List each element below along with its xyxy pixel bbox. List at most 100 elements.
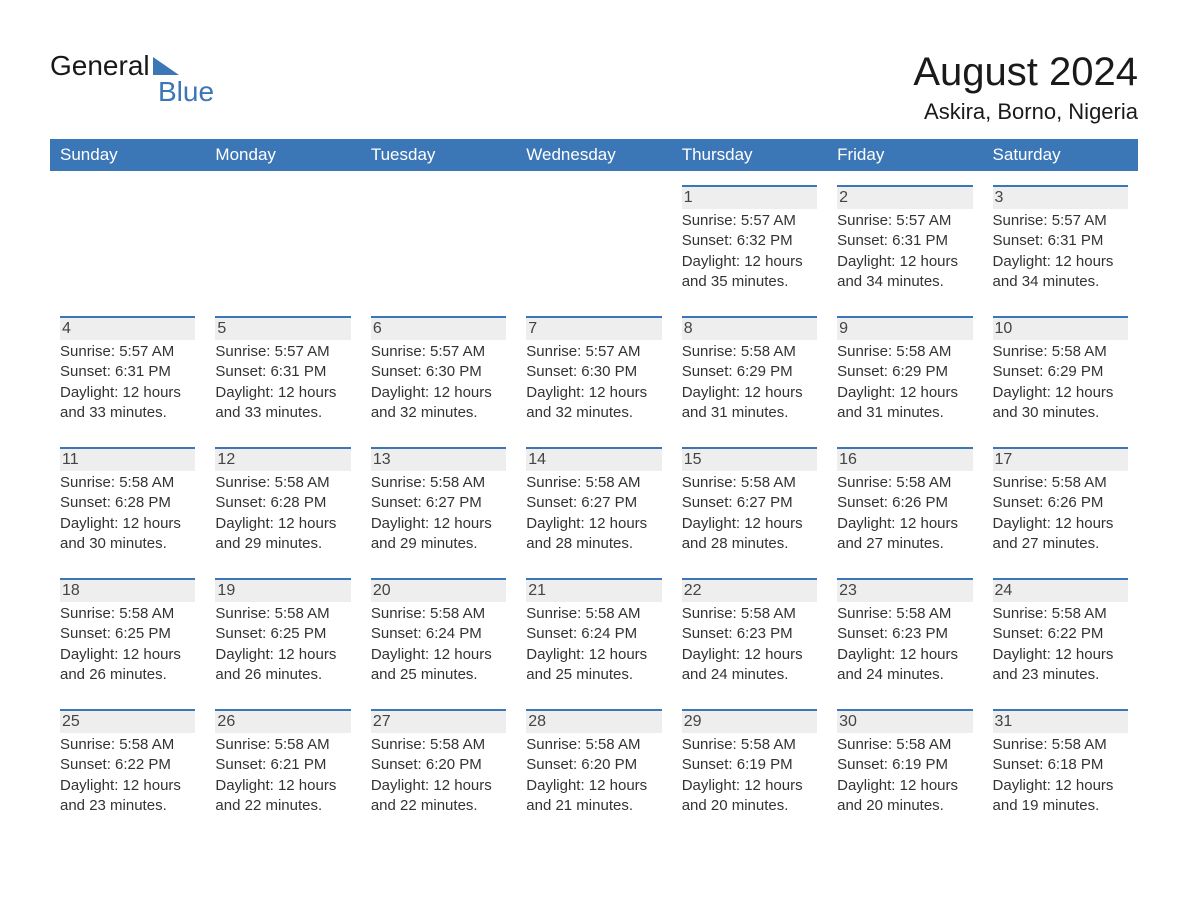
day-body: Sunrise: 5:57 AMSunset: 6:30 PMDaylight:… xyxy=(526,340,661,423)
sunrise-line: Sunrise: 5:58 AM xyxy=(837,342,972,362)
day-cell: 25Sunrise: 5:58 AMSunset: 6:22 PMDayligh… xyxy=(50,709,205,826)
daylight-line: Daylight: 12 hours and 27 minutes. xyxy=(837,514,972,555)
sunrise-line: Sunrise: 5:58 AM xyxy=(837,735,972,755)
day-number: 9 xyxy=(837,316,972,340)
day-cell: 7Sunrise: 5:57 AMSunset: 6:30 PMDaylight… xyxy=(516,316,671,433)
day-number: 31 xyxy=(993,709,1128,733)
daylight-line: Daylight: 12 hours and 30 minutes. xyxy=(993,383,1128,424)
logo: General Blue xyxy=(50,50,214,108)
day-number: 5 xyxy=(215,316,350,340)
sunset-line: Sunset: 6:21 PM xyxy=(215,755,350,775)
day-number: 19 xyxy=(215,578,350,602)
sunrise-line: Sunrise: 5:57 AM xyxy=(837,211,972,231)
daylight-line: Daylight: 12 hours and 20 minutes. xyxy=(682,776,817,817)
day-body: Sunrise: 5:58 AMSunset: 6:27 PMDaylight:… xyxy=(682,471,817,554)
day-body: Sunrise: 5:58 AMSunset: 6:25 PMDaylight:… xyxy=(60,602,195,685)
day-number: 23 xyxy=(837,578,972,602)
title-block: August 2024 Askira, Borno, Nigeria xyxy=(913,50,1138,125)
day-cell-empty xyxy=(50,185,205,302)
sunset-line: Sunset: 6:31 PM xyxy=(60,362,195,382)
sunset-line: Sunset: 6:25 PM xyxy=(215,624,350,644)
daylight-line: Daylight: 12 hours and 31 minutes. xyxy=(682,383,817,424)
weekday-friday: Friday xyxy=(827,139,982,171)
sunrise-line: Sunrise: 5:58 AM xyxy=(682,473,817,493)
daylight-line: Daylight: 12 hours and 26 minutes. xyxy=(60,645,195,686)
day-cell: 5Sunrise: 5:57 AMSunset: 6:31 PMDaylight… xyxy=(205,316,360,433)
day-number: 16 xyxy=(837,447,972,471)
day-number: 29 xyxy=(682,709,817,733)
day-body: Sunrise: 5:57 AMSunset: 6:31 PMDaylight:… xyxy=(60,340,195,423)
daylight-line: Daylight: 12 hours and 22 minutes. xyxy=(371,776,506,817)
day-body: Sunrise: 5:58 AMSunset: 6:24 PMDaylight:… xyxy=(526,602,661,685)
day-number: 1 xyxy=(682,185,817,209)
sunset-line: Sunset: 6:19 PM xyxy=(837,755,972,775)
day-cell: 29Sunrise: 5:58 AMSunset: 6:19 PMDayligh… xyxy=(672,709,827,826)
day-number: 27 xyxy=(371,709,506,733)
day-body: Sunrise: 5:58 AMSunset: 6:23 PMDaylight:… xyxy=(682,602,817,685)
weekday-tuesday: Tuesday xyxy=(361,139,516,171)
logo-text-blue: Blue xyxy=(158,76,214,108)
sunrise-line: Sunrise: 5:57 AM xyxy=(993,211,1128,231)
sunset-line: Sunset: 6:31 PM xyxy=(215,362,350,382)
sunrise-line: Sunrise: 5:57 AM xyxy=(371,342,506,362)
day-number: 3 xyxy=(993,185,1128,209)
daylight-line: Daylight: 12 hours and 29 minutes. xyxy=(371,514,506,555)
daylight-line: Daylight: 12 hours and 21 minutes. xyxy=(526,776,661,817)
sunrise-line: Sunrise: 5:58 AM xyxy=(215,604,350,624)
sunset-line: Sunset: 6:28 PM xyxy=(215,493,350,513)
day-body: Sunrise: 5:58 AMSunset: 6:23 PMDaylight:… xyxy=(837,602,972,685)
day-cell: 28Sunrise: 5:58 AMSunset: 6:20 PMDayligh… xyxy=(516,709,671,826)
day-cell-empty xyxy=(361,185,516,302)
daylight-line: Daylight: 12 hours and 19 minutes. xyxy=(993,776,1128,817)
sunset-line: Sunset: 6:22 PM xyxy=(993,624,1128,644)
month-title: August 2024 xyxy=(913,50,1138,95)
sunrise-line: Sunrise: 5:58 AM xyxy=(60,473,195,493)
daylight-line: Daylight: 12 hours and 34 minutes. xyxy=(993,252,1128,293)
logo-triangle-icon xyxy=(153,57,179,75)
sunset-line: Sunset: 6:29 PM xyxy=(837,362,972,382)
sunset-line: Sunset: 6:29 PM xyxy=(682,362,817,382)
day-cell: 17Sunrise: 5:58 AMSunset: 6:26 PMDayligh… xyxy=(983,447,1138,564)
sunset-line: Sunset: 6:27 PM xyxy=(682,493,817,513)
day-body: Sunrise: 5:58 AMSunset: 6:20 PMDaylight:… xyxy=(526,733,661,816)
sunrise-line: Sunrise: 5:57 AM xyxy=(60,342,195,362)
day-body: Sunrise: 5:57 AMSunset: 6:31 PMDaylight:… xyxy=(993,209,1128,292)
daylight-line: Daylight: 12 hours and 20 minutes. xyxy=(837,776,972,817)
sunset-line: Sunset: 6:30 PM xyxy=(526,362,661,382)
daylight-line: Daylight: 12 hours and 29 minutes. xyxy=(215,514,350,555)
daylight-line: Daylight: 12 hours and 32 minutes. xyxy=(371,383,506,424)
daylight-line: Daylight: 12 hours and 34 minutes. xyxy=(837,252,972,293)
daylight-line: Daylight: 12 hours and 28 minutes. xyxy=(682,514,817,555)
day-body: Sunrise: 5:58 AMSunset: 6:22 PMDaylight:… xyxy=(60,733,195,816)
day-body: Sunrise: 5:58 AMSunset: 6:19 PMDaylight:… xyxy=(837,733,972,816)
daylight-line: Daylight: 12 hours and 32 minutes. xyxy=(526,383,661,424)
daylight-line: Daylight: 12 hours and 28 minutes. xyxy=(526,514,661,555)
day-cell: 18Sunrise: 5:58 AMSunset: 6:25 PMDayligh… xyxy=(50,578,205,695)
daylight-line: Daylight: 12 hours and 26 minutes. xyxy=(215,645,350,686)
day-cell: 9Sunrise: 5:58 AMSunset: 6:29 PMDaylight… xyxy=(827,316,982,433)
sunset-line: Sunset: 6:20 PM xyxy=(371,755,506,775)
sunset-line: Sunset: 6:26 PM xyxy=(837,493,972,513)
week-row: 4Sunrise: 5:57 AMSunset: 6:31 PMDaylight… xyxy=(50,316,1138,433)
logo-text-general: General xyxy=(50,50,150,82)
sunrise-line: Sunrise: 5:57 AM xyxy=(215,342,350,362)
sunrise-line: Sunrise: 5:58 AM xyxy=(993,604,1128,624)
weekday-thursday: Thursday xyxy=(672,139,827,171)
sunrise-line: Sunrise: 5:58 AM xyxy=(682,604,817,624)
sunset-line: Sunset: 6:20 PM xyxy=(526,755,661,775)
sunrise-line: Sunrise: 5:58 AM xyxy=(371,735,506,755)
day-cell: 15Sunrise: 5:58 AMSunset: 6:27 PMDayligh… xyxy=(672,447,827,564)
sunset-line: Sunset: 6:30 PM xyxy=(371,362,506,382)
sunset-line: Sunset: 6:23 PM xyxy=(837,624,972,644)
sunrise-line: Sunrise: 5:58 AM xyxy=(215,473,350,493)
sunrise-line: Sunrise: 5:58 AM xyxy=(837,473,972,493)
calendar: SundayMondayTuesdayWednesdayThursdayFrid… xyxy=(50,139,1138,826)
day-cell: 27Sunrise: 5:58 AMSunset: 6:20 PMDayligh… xyxy=(361,709,516,826)
sunrise-line: Sunrise: 5:58 AM xyxy=(371,473,506,493)
day-number: 10 xyxy=(993,316,1128,340)
weekday-monday: Monday xyxy=(205,139,360,171)
day-body: Sunrise: 5:57 AMSunset: 6:32 PMDaylight:… xyxy=(682,209,817,292)
sunrise-line: Sunrise: 5:58 AM xyxy=(526,604,661,624)
day-cell: 31Sunrise: 5:58 AMSunset: 6:18 PMDayligh… xyxy=(983,709,1138,826)
day-number: 25 xyxy=(60,709,195,733)
